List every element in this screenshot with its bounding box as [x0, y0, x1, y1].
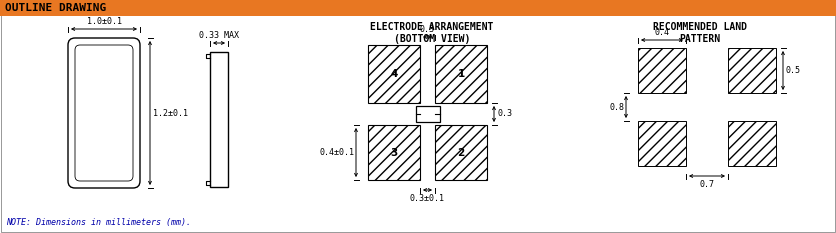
Text: 0.3: 0.3	[420, 25, 435, 34]
Bar	[728, 48, 776, 93]
Text: 0.33 MAX: 0.33 MAX	[199, 31, 239, 40]
Text: 1.0±0.1: 1.0±0.1	[86, 17, 121, 26]
Text: 1: 1	[457, 69, 465, 79]
Bar	[210, 52, 228, 187]
FancyBboxPatch shape	[68, 38, 140, 188]
Bar	[0, 0, 836, 16]
Text: RECOMMENDED LAND
PATTERN: RECOMMENDED LAND PATTERN	[653, 22, 747, 44]
Text: 3: 3	[390, 147, 398, 158]
Text: 0.5: 0.5	[786, 66, 801, 75]
Text: 0.4±0.1: 0.4±0.1	[319, 148, 354, 157]
Bar	[638, 48, 686, 93]
Text: 1.2±0.1: 1.2±0.1	[153, 109, 188, 117]
Bar	[728, 121, 776, 166]
Bar	[368, 45, 420, 103]
Text: 2: 2	[457, 147, 465, 158]
Text: ELECTRODE ARRANGEMENT
(BOTTOM VIEW): ELECTRODE ARRANGEMENT (BOTTOM VIEW)	[370, 22, 494, 44]
Text: 0.8: 0.8	[609, 103, 624, 112]
Text: 0.3±0.1: 0.3±0.1	[410, 194, 445, 203]
Bar	[638, 121, 686, 166]
Text: 0.3: 0.3	[497, 110, 512, 119]
Text: 0.7: 0.7	[700, 180, 715, 189]
Text: 4: 4	[390, 69, 398, 79]
Bar	[435, 45, 487, 103]
Bar	[368, 125, 420, 180]
Bar	[415, 106, 440, 122]
Text: NOTE: Dimensions in millimeters (mm).: NOTE: Dimensions in millimeters (mm).	[6, 218, 191, 227]
Text: OUTLINE DRAWING: OUTLINE DRAWING	[5, 3, 106, 13]
Bar	[435, 125, 487, 180]
Text: 0.4: 0.4	[655, 28, 670, 37]
